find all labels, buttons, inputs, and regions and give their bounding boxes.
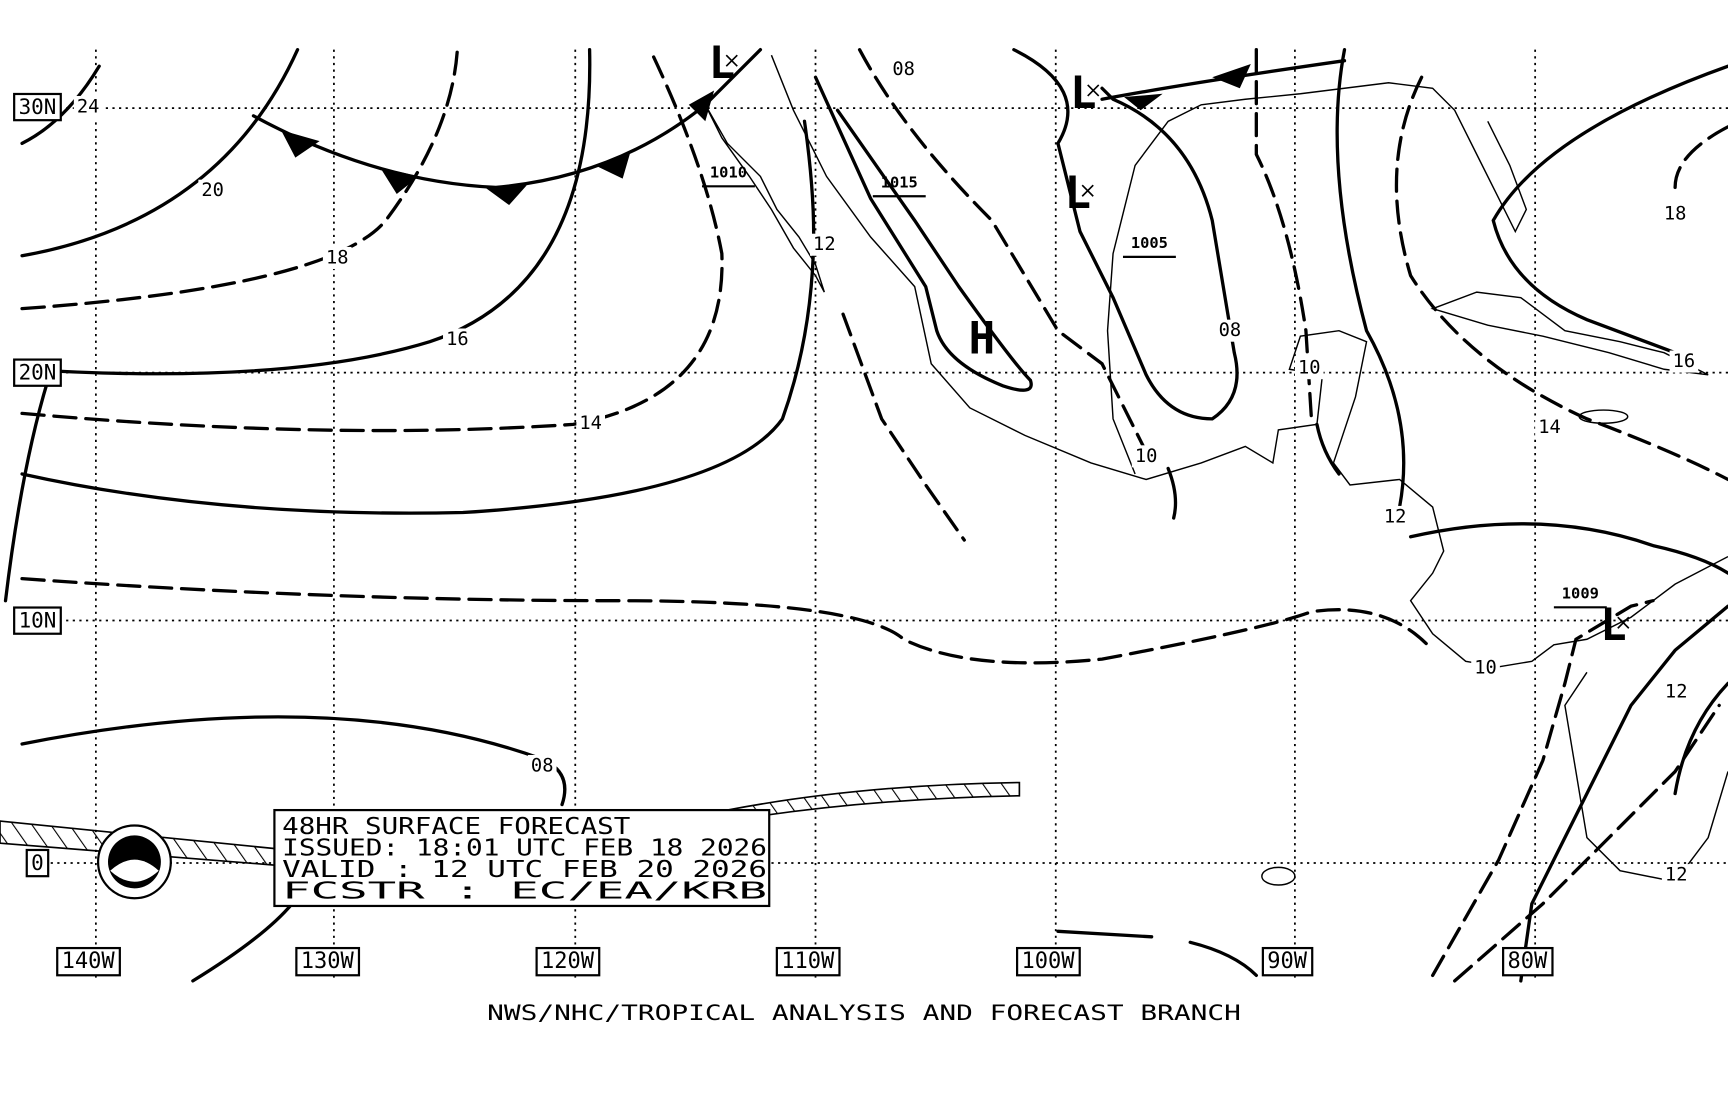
longitude-label-box [295, 946, 361, 977]
isobar-label-bg [1380, 505, 1410, 528]
isobar-label: 12 [1665, 682, 1688, 703]
latitude-label-box [13, 358, 62, 387]
isobar-label: 16 [446, 329, 469, 350]
coastlines [704, 54, 1728, 886]
longitude-label: 90W [1267, 949, 1308, 974]
longitude-label-box [535, 946, 601, 977]
isobar-label: 16 [1673, 351, 1696, 372]
center-mark [725, 54, 738, 67]
info-line: FCSTR : EC/EA/KRB [282, 879, 767, 905]
logo-text: NOAA [123, 843, 147, 854]
longitude-label-box [775, 946, 841, 977]
longitude-label: 100W [1022, 949, 1076, 974]
pressure-center: H [969, 314, 996, 365]
isobars [3, 48, 1728, 983]
info-box [273, 808, 771, 908]
longitude-label-box [1261, 946, 1314, 977]
latitude-label: 30N [19, 95, 57, 119]
pressure-center: L [1070, 68, 1097, 119]
info-box-frame [273, 808, 771, 908]
longitude-label: 110W [781, 949, 835, 974]
isobar-label: 18 [1664, 203, 1687, 224]
isobar-label: 08 [1219, 320, 1242, 341]
isobar-label-bg [1535, 416, 1564, 439]
latitude-label-box [25, 848, 50, 878]
isobar-label: 10 [1474, 657, 1497, 678]
isobar-label-bg [1660, 202, 1690, 225]
pressure-center: L [1065, 168, 1092, 219]
info-line: ISSUED: 18:01 UTC FEB 18 2026 [282, 836, 767, 862]
center-mark [1087, 84, 1100, 97]
isobar-label: 12 [1665, 865, 1688, 886]
isobar-label-bg [1661, 864, 1691, 887]
isobar-label-bg [1131, 445, 1161, 468]
longitude-label-box [1015, 946, 1081, 977]
isobar-label: 24 [77, 96, 100, 117]
isobar-label: 08 [892, 59, 915, 80]
pressure-value: 1010 [710, 164, 747, 182]
center-mark [1081, 184, 1094, 197]
center-mark [1617, 616, 1630, 629]
isobar-label-bg [1661, 681, 1691, 704]
isobar-label-bg [322, 246, 352, 269]
latitude-label: 0 [31, 851, 44, 875]
isobar-label: 08 [531, 756, 554, 777]
pressure-center: L [1600, 600, 1627, 651]
latitude-label-box [13, 92, 62, 122]
isobar-label-bg [1669, 350, 1699, 373]
isobar-label-bg [198, 179, 228, 202]
isobar-label-bg [1471, 656, 1500, 679]
isobar-label: 20 [201, 180, 224, 201]
pressure-center: L [709, 38, 736, 89]
isobar-label-bg [443, 328, 472, 351]
isobar-label-bg [527, 754, 557, 778]
latitude-label: 20N [19, 361, 57, 385]
latitude-label-box [13, 606, 62, 635]
isobar-label-bg [576, 412, 606, 435]
longitude-label: 80W [1508, 949, 1549, 974]
isobar-label-bg [1294, 357, 1324, 380]
fronts [0, 48, 1347, 867]
pressure-value: 1015 [881, 174, 918, 192]
footer: NWS/NHC/TROPICAL ANALYSIS AND FORECAST B… [487, 1001, 1241, 1025]
pressure-value: 1009 [1562, 585, 1599, 603]
isobar-label-bg [889, 58, 918, 81]
isobar-label-bg [1215, 319, 1245, 342]
longitude-label: 140W [62, 949, 116, 974]
isobar-label: 12 [813, 234, 836, 255]
pressure-value: 1005 [1131, 234, 1168, 252]
latitude-label: 10N [19, 609, 57, 633]
isobar-label-bg [73, 95, 103, 118]
longitude-label: 120W [541, 949, 595, 974]
info-line: VALID : 12 UTC FEB 20 2026 [282, 857, 767, 883]
isobar-label: 12 [1384, 506, 1407, 527]
longitude-label-box [56, 946, 121, 977]
noaa-logo [96, 824, 172, 900]
isobar-label: 10 [1135, 446, 1158, 467]
isobar-label: 10 [1298, 358, 1321, 379]
longitude-label-box [1502, 946, 1554, 977]
isobar-label: 14 [1538, 417, 1561, 438]
longitude-label: 130W [301, 949, 355, 974]
isobar-label-bg [810, 233, 839, 256]
isobar-label: 14 [579, 413, 602, 434]
isobar-label: 18 [326, 247, 349, 268]
info-line: 48HR SURFACE FORECAST [282, 814, 630, 840]
